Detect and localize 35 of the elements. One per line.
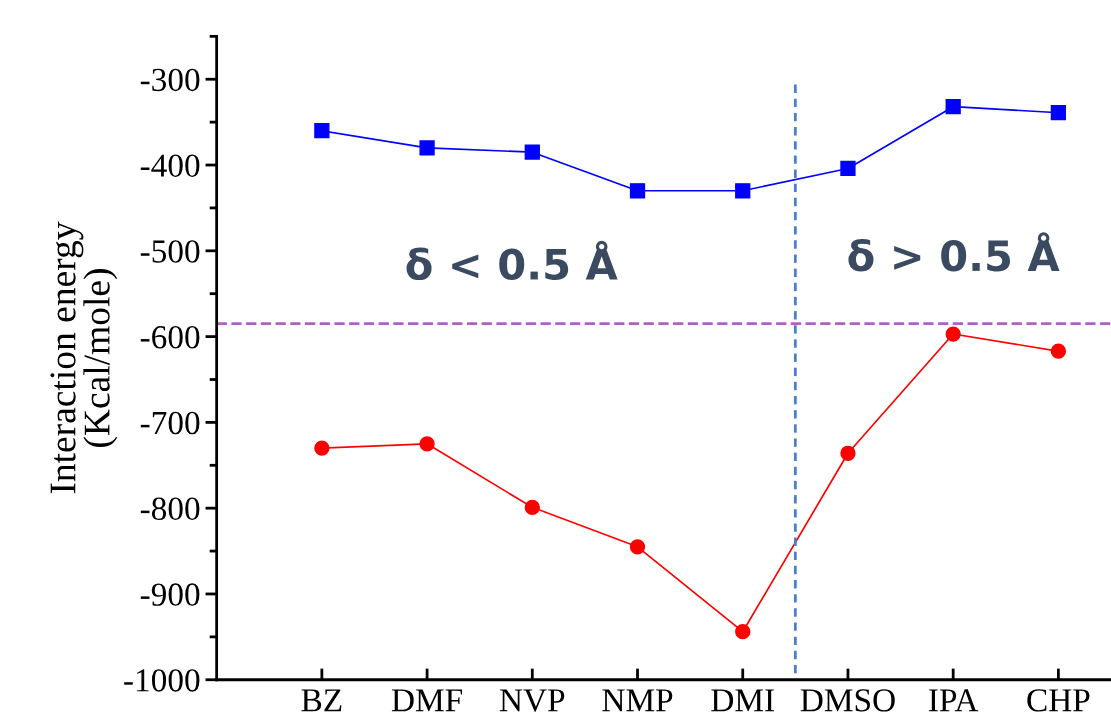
y-tick-label: -500 [140, 240, 200, 263]
point [524, 144, 540, 160]
point [945, 99, 961, 115]
point [314, 440, 330, 456]
y-tick-label: -900 [140, 583, 200, 606]
point [629, 539, 646, 555]
point [840, 445, 856, 461]
point [1050, 105, 1067, 121]
x-tick-label: DMF [391, 689, 462, 712]
point [945, 326, 961, 342]
y-tick-label: -700 [140, 411, 200, 435]
point [840, 160, 856, 177]
point [524, 499, 540, 515]
x-tick-label: NMP [602, 689, 673, 712]
y-tick-label: -1000 [124, 669, 200, 692]
x-tick-label: DMSO [800, 689, 895, 712]
annotation: δ > 0.5 Å [848, 232, 1060, 272]
point [735, 624, 751, 640]
point [419, 436, 435, 452]
x-tick-label: NVP [499, 689, 565, 712]
y-axis-title: Interaction energy (Kcal/mole) [50, 221, 118, 494]
point [1050, 343, 1067, 359]
x-tick-label: CHP [1027, 689, 1090, 712]
annotation: δ < 0.5 Å [406, 240, 618, 281]
point [314, 123, 330, 139]
point [735, 183, 751, 199]
y-tick-label: -600 [140, 326, 200, 349]
x-tick-label: BZ [301, 689, 342, 712]
point [629, 183, 646, 199]
point [419, 140, 435, 156]
y-tick-label: -300 [140, 68, 200, 92]
x-tick-label: DMI [711, 689, 774, 712]
y-tick-label: -800 [140, 497, 200, 521]
y-tick-label: -400 [140, 154, 200, 177]
x-tick-label: IPA [929, 689, 979, 712]
